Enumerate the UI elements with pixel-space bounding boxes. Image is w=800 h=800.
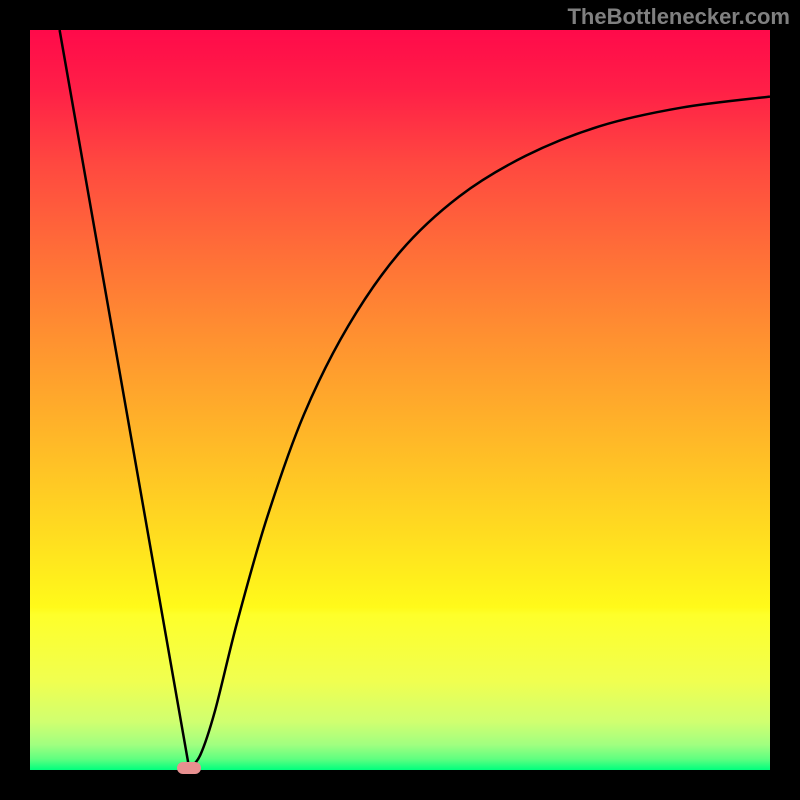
plot-area bbox=[30, 30, 770, 770]
chart-container: TheBottlenecker.com bbox=[0, 0, 800, 800]
minimum-marker bbox=[177, 762, 201, 774]
gradient-background bbox=[30, 30, 770, 770]
watermark-text: TheBottlenecker.com bbox=[567, 4, 790, 30]
